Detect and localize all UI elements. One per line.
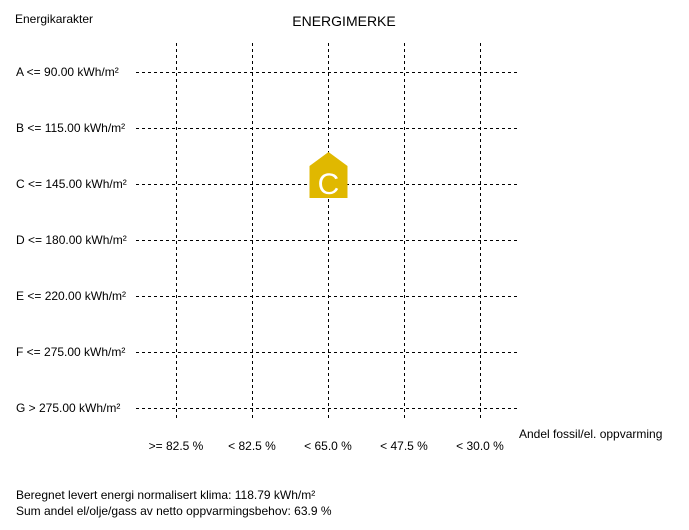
row-label: F <= 275.00 kWh/m²	[16, 345, 126, 359]
x-axis-title: Andel fossil/el. oppvarming	[519, 427, 663, 441]
energy-class-marker	[309, 152, 348, 198]
column-label: < 30.0 %	[456, 439, 504, 453]
energy-class-marker-label: C	[318, 168, 340, 201]
row-label: C <= 145.00 kWh/m²	[16, 177, 127, 191]
column-label: < 65.0 %	[304, 439, 352, 453]
column-label: < 47.5 %	[380, 439, 428, 453]
row-label: G > 275.00 kWh/m²	[16, 401, 121, 415]
y-axis-title: Energikarakter	[15, 12, 94, 26]
column-label: >= 82.5 %	[148, 439, 204, 453]
column-label: < 82.5 %	[228, 439, 276, 453]
footer-energy-line: Beregnet levert energi normalisert klima…	[16, 488, 316, 502]
row-label: B <= 115.00 kWh/m²	[16, 121, 126, 135]
row-label: D <= 180.00 kWh/m²	[16, 233, 127, 247]
footer-share-line: Sum andel el/olje/gass av netto oppvarmi…	[16, 504, 332, 518]
row-label: A <= 90.00 kWh/m²	[16, 65, 119, 79]
chart-title: ENERGIMERKE	[292, 13, 396, 29]
row-label: E <= 220.00 kWh/m²	[16, 289, 127, 303]
